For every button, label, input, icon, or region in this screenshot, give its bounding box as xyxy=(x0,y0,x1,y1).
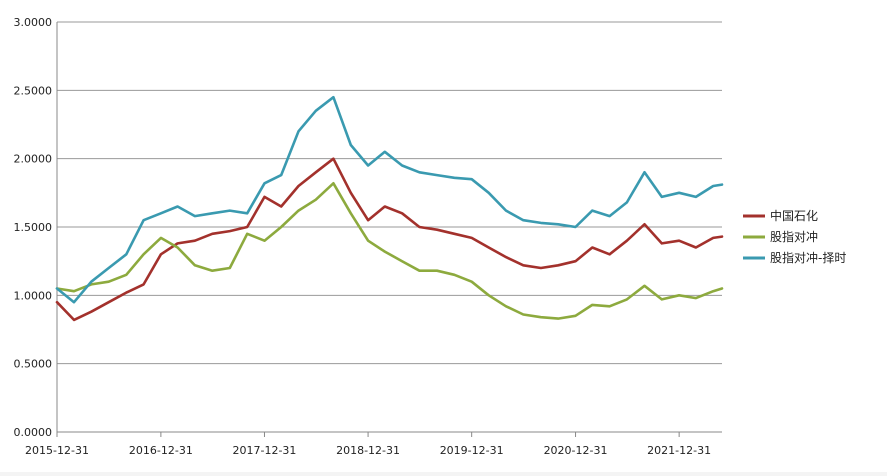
series-line-0 xyxy=(55,157,724,322)
x-tick-label: 2015-12-31 xyxy=(25,444,89,457)
x-tick-label: 2017-12-31 xyxy=(233,444,297,457)
y-tick-label: 0.5000 xyxy=(14,358,53,371)
axes xyxy=(56,22,722,433)
x-tick-label: 2019-12-31 xyxy=(440,444,504,457)
y-tick-label: 1.0000 xyxy=(14,289,53,302)
y-tick-label: 3.0000 xyxy=(14,16,53,29)
series-line-2 xyxy=(55,95,724,304)
y-tick-label: 2.0000 xyxy=(14,153,53,166)
legend-label: 股指对冲-择时 xyxy=(770,250,846,265)
legend-label: 股指对冲 xyxy=(770,229,818,244)
y-tick-label: 0.0000 xyxy=(14,426,53,439)
x-tick-label: 2018-12-31 xyxy=(336,444,400,457)
x-tick-label: 2020-12-31 xyxy=(544,444,608,457)
y-tick-labels: 0.0000 0.5000 1.0000 1.5000 2.0000 2.5000 3.00… xyxy=(14,16,53,439)
legend-label: 中国石化 xyxy=(770,208,818,223)
series-line-1 xyxy=(55,182,724,320)
y-tick-label: 1.5000 xyxy=(14,221,53,234)
x-tick-label: 2021-12-31 xyxy=(647,444,711,457)
x-tick-labels: 2015-12-31 2016-12-31 2017-12-31 2018-12-31… xyxy=(25,432,711,457)
y-tick-label: 2.5000 xyxy=(14,84,53,97)
x-tick-label: 2016-12-31 xyxy=(129,444,193,457)
series-lines xyxy=(55,95,724,322)
